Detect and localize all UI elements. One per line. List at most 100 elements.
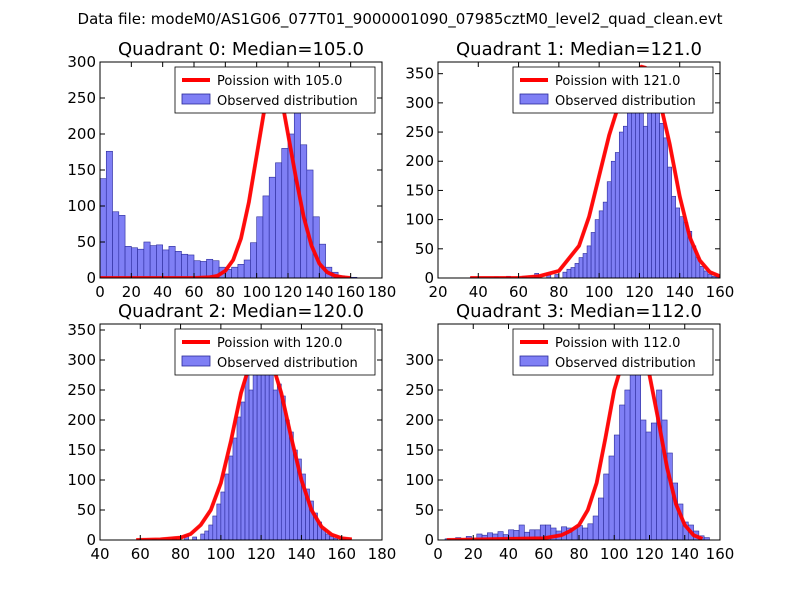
y-tick-label: 350: [67, 321, 96, 339]
legend-box: [512, 328, 714, 376]
histogram-bar: [675, 207, 681, 278]
y-tick-label: 300: [67, 351, 96, 369]
chart-quadrant-2: 40 60 80 100 120 140 160 180 0 50 100 150 200 250 300 3…: [67, 301, 396, 563]
histogram-bar: [237, 264, 245, 278]
histogram-bar: [574, 263, 580, 278]
histogram-bar: [629, 362, 636, 540]
histogram-bar: [707, 274, 713, 278]
histogram-bar: [137, 248, 145, 278]
histogram-bar: [610, 160, 616, 278]
x-tick-label: 20: [122, 283, 141, 301]
x-tick-label: 20: [428, 283, 447, 301]
y-tick-label: 300: [405, 351, 434, 369]
histogram-bar: [598, 497, 604, 540]
x-tick-label: 120: [274, 283, 303, 301]
y-tick-label: 50: [415, 501, 434, 519]
histogram-bar: [592, 515, 599, 540]
x-tick-label: 100: [207, 545, 236, 563]
legend-bar-label: Observed distribution: [555, 356, 696, 371]
y-tick-label: 250: [405, 123, 434, 141]
histogram-bar: [306, 169, 314, 278]
histogram-bar: [570, 267, 576, 278]
x-tick-label: 160: [706, 545, 735, 563]
y-tick-label: 0: [424, 531, 434, 549]
histogram-bar: [244, 374, 250, 540]
histogram-bar: [699, 266, 705, 278]
legend-box: [174, 66, 376, 114]
histogram-bar: [156, 244, 163, 278]
legend: Poission with 120.0 Observed distribution: [174, 328, 376, 376]
histogram-bar: [643, 125, 648, 278]
legend-bar-swatch: [181, 93, 211, 105]
histogram-bar: [640, 419, 647, 540]
y-tick-label: 300: [405, 94, 434, 112]
histogram-bar: [280, 395, 286, 540]
histogram-bar: [112, 211, 120, 278]
x-tick-label: 40: [499, 545, 518, 563]
histogram-bar: [256, 216, 264, 278]
histogram-bar: [250, 242, 257, 278]
histogram-bar: [236, 416, 242, 540]
histogram-bar: [256, 368, 262, 540]
histogram-bar: [619, 404, 626, 540]
histogram-bar: [582, 527, 589, 540]
histogram-bar: [208, 524, 214, 540]
histogram-bar: [618, 131, 624, 278]
y-tick-label: 150: [405, 441, 434, 459]
x-tick-label: 80: [171, 545, 190, 563]
histogram-bar: [181, 253, 189, 278]
histogram-bar: [124, 246, 132, 278]
histogram-bar: [216, 503, 222, 540]
histogram-bar: [260, 356, 266, 540]
legend-curve-label: Poission with 121.0: [555, 74, 680, 89]
plot-grid: 0 20 40 60 80 100 120 140 160 1800501001502002503…: [67, 39, 734, 563]
legend-curve-label: Poission with 120.0: [217, 336, 342, 351]
histogram-bar: [590, 232, 596, 278]
legend: Poission with 112.0 Observed distribution: [512, 328, 714, 376]
x-tick-label: 180: [368, 283, 397, 301]
histogram-bar: [100, 178, 107, 278]
histogram-bar: [162, 249, 170, 278]
panel-title: Quadrant 0: Median=105.0: [118, 39, 364, 60]
histogram-bar: [262, 195, 270, 278]
y-tick-label: 200: [67, 411, 96, 429]
histogram-bar: [105, 150, 113, 278]
x-tick-label: 80: [216, 283, 235, 301]
x-tick-label: 100: [585, 283, 614, 301]
x-tick-label: 140: [305, 283, 334, 301]
histogram-bar: [602, 201, 608, 278]
y-tick-label: 250: [405, 381, 434, 399]
x-tick-label: 120: [625, 283, 654, 301]
histogram-bar: [333, 537, 338, 540]
legend-bar-label: Observed distribution: [217, 356, 358, 371]
histogram-bar: [594, 219, 600, 278]
y-tick-label: 0: [424, 269, 434, 287]
x-tick-label: 80: [569, 545, 588, 563]
histogram-bar: [578, 257, 584, 278]
histogram-bar: [252, 365, 258, 540]
x-tick-label: 60: [509, 283, 528, 301]
histogram-bar: [174, 251, 182, 278]
histogram-bar: [228, 455, 234, 540]
histogram-bar: [598, 210, 604, 278]
histogram-bar: [240, 401, 246, 540]
legend: Poission with 105.0 Observed distribution: [174, 66, 376, 114]
histogram-bar: [679, 216, 685, 278]
y-tick-label: 50: [77, 501, 96, 519]
legend-bar-label: Observed distribution: [555, 94, 696, 109]
x-tick-label: 120: [247, 545, 276, 563]
axes-frame: [99, 323, 383, 541]
histogram-bar: [587, 523, 594, 540]
histogram-bar: [635, 359, 641, 540]
histogram-bar: [272, 389, 278, 540]
legend-bar-label: Observed distribution: [217, 94, 358, 109]
x-tick-label: 160: [336, 283, 365, 301]
histogram-bar: [232, 437, 238, 540]
panel-title: Quadrant 1: Median=121.0: [456, 39, 702, 60]
legend-box: [512, 66, 714, 114]
legend-bar-swatch: [519, 93, 549, 105]
x-tick-label: 60: [534, 545, 553, 563]
histogram-bar: [613, 434, 620, 540]
histogram-bar: [118, 215, 126, 278]
